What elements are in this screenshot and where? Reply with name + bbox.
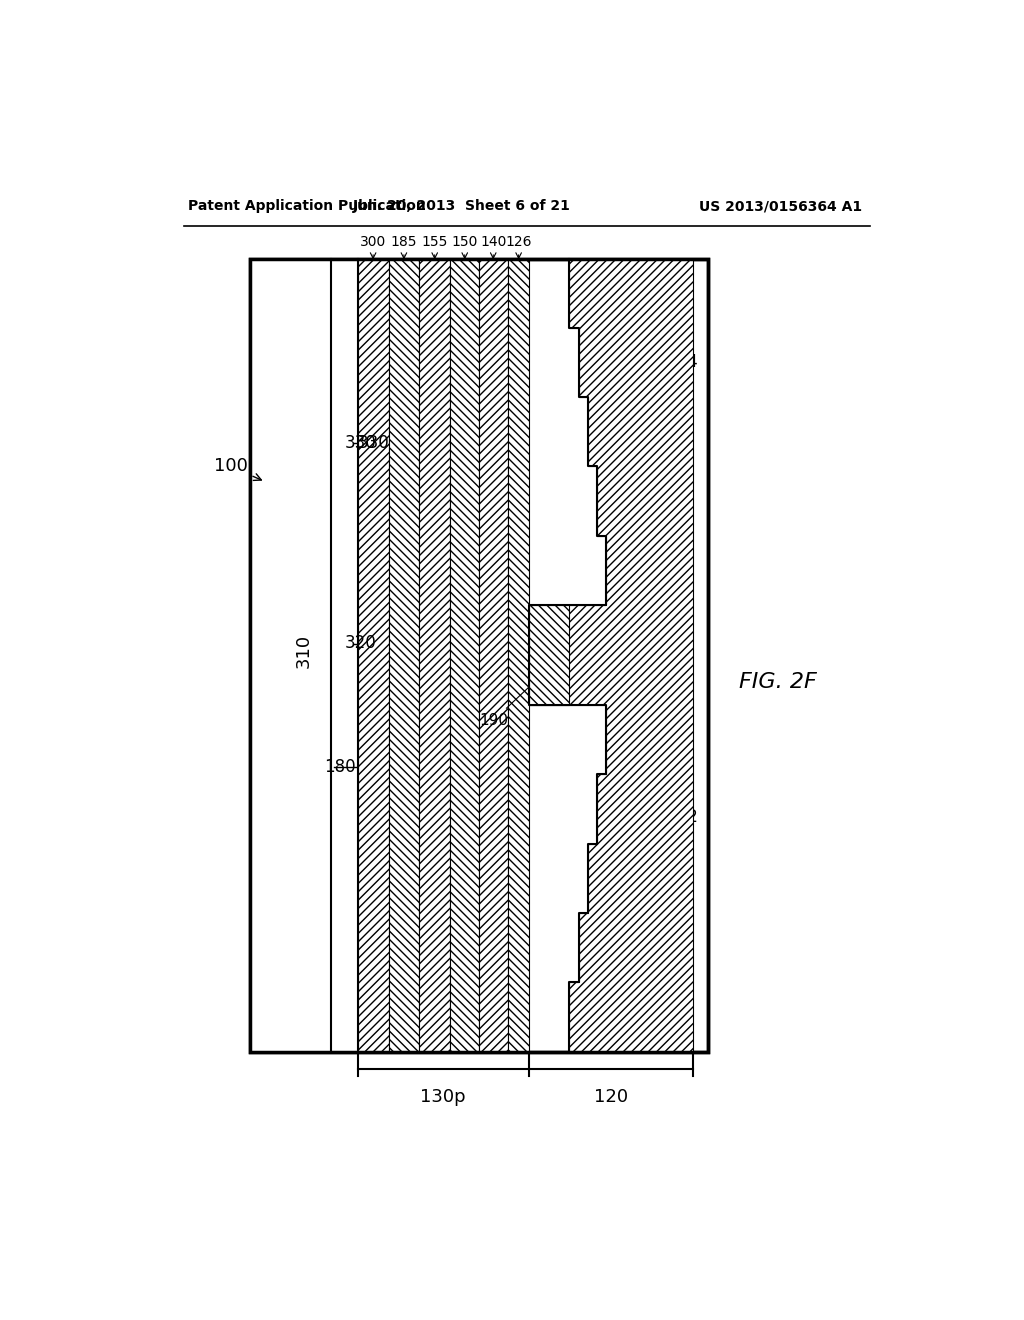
Text: 185: 185 <box>391 235 417 259</box>
Text: 155: 155 <box>422 235 447 259</box>
Bar <box>250 259 708 1052</box>
Text: 300: 300 <box>360 235 386 259</box>
Bar <box>529 605 569 705</box>
Polygon shape <box>529 259 692 1052</box>
Text: 150: 150 <box>452 235 478 259</box>
Text: 320: 320 <box>345 635 377 652</box>
Polygon shape <box>529 259 692 1052</box>
Text: Patent Application Publication: Patent Application Publication <box>188 199 426 213</box>
Bar <box>451 259 479 1052</box>
Text: 100: 100 <box>214 458 261 480</box>
Text: 110: 110 <box>654 649 686 668</box>
Text: 330: 330 <box>357 434 389 453</box>
Bar <box>419 259 451 1052</box>
Text: 120: 120 <box>594 1088 628 1106</box>
Text: US 2013/0156364 A1: US 2013/0156364 A1 <box>699 199 862 213</box>
Text: 180: 180 <box>325 758 356 776</box>
Text: 122: 122 <box>613 808 697 830</box>
Bar <box>388 259 419 1052</box>
Bar <box>250 259 357 1052</box>
Text: 124: 124 <box>613 350 697 371</box>
Text: Jun. 20, 2013  Sheet 6 of 21: Jun. 20, 2013 Sheet 6 of 21 <box>352 199 570 213</box>
Bar <box>508 259 529 1052</box>
Text: FIG. 2F: FIG. 2F <box>739 672 816 692</box>
Bar <box>357 259 388 1052</box>
Bar <box>479 259 508 1052</box>
Text: 126: 126 <box>506 235 531 259</box>
Text: 190: 190 <box>479 677 540 729</box>
Text: 330: 330 <box>345 434 377 453</box>
Text: 310: 310 <box>295 634 312 668</box>
Text: 140: 140 <box>480 235 507 259</box>
Text: 130p: 130p <box>421 1088 466 1106</box>
